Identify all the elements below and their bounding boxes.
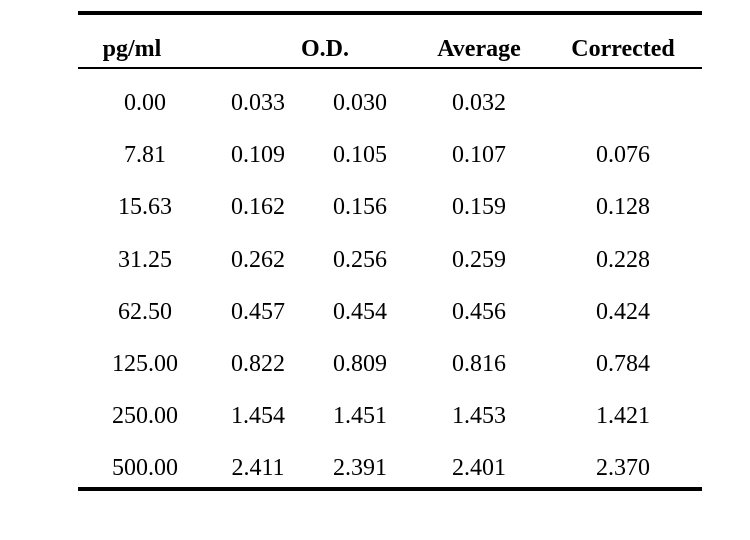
table-row: 0.00 0.033 0.030 0.032 <box>0 86 750 138</box>
cell-average: 1.453 <box>452 403 506 430</box>
cell-od-1: 0.162 <box>231 194 285 221</box>
cell-average: 0.816 <box>452 350 506 377</box>
table-row: 500.00 2.411 2.391 2.401 2.370 <box>0 451 750 503</box>
cell-average: 0.107 <box>452 142 506 169</box>
cell-corrected: 2.370 <box>596 455 650 482</box>
table-body: 0.00 0.033 0.030 0.032 7.81 0.109 0.105 … <box>0 86 750 504</box>
cell-concentration: 15.63 <box>118 194 172 221</box>
cell-od-1: 1.454 <box>231 403 285 430</box>
cell-od-2: 0.454 <box>333 298 387 325</box>
cell-od-1: 0.822 <box>231 350 285 377</box>
cell-concentration: 500.00 <box>112 455 178 482</box>
header-od: O.D. <box>301 36 349 62</box>
cell-od-1: 2.411 <box>231 455 285 482</box>
cell-average: 2.401 <box>452 455 506 482</box>
cell-concentration: 31.25 <box>118 246 172 273</box>
cell-concentration: 0.00 <box>124 90 166 116</box>
cell-corrected: 0.784 <box>596 350 650 377</box>
cell-average: 0.159 <box>452 194 506 221</box>
cell-od-2: 0.156 <box>333 194 387 221</box>
cell-od-2: 0.030 <box>333 90 387 116</box>
cell-corrected: 0.228 <box>596 246 650 273</box>
cell-od-1: 0.457 <box>231 298 285 325</box>
cell-od-1: 0.109 <box>231 142 285 169</box>
cell-concentration: 7.81 <box>124 142 166 169</box>
cell-od-2: 0.105 <box>333 142 387 169</box>
cell-concentration: 250.00 <box>112 403 178 430</box>
cell-concentration: 125.00 <box>112 350 178 377</box>
cell-average: 0.032 <box>452 90 506 116</box>
cell-od-1: 0.033 <box>231 90 285 116</box>
table-header-rule <box>78 67 702 69</box>
header-average: Average <box>437 36 521 62</box>
cell-od-2: 2.391 <box>333 455 387 482</box>
table-row: 250.00 1.454 1.451 1.453 1.421 <box>0 399 750 451</box>
cell-concentration: 62.50 <box>118 298 172 325</box>
cell-average: 0.456 <box>452 298 506 325</box>
cell-od-2: 1.451 <box>333 403 387 430</box>
cell-od-2: 0.809 <box>333 350 387 377</box>
table-header-row: pg/ml O.D. Average Corrected <box>0 33 750 65</box>
cell-od-2: 0.256 <box>333 246 387 273</box>
cell-corrected: 1.421 <box>596 403 650 430</box>
table-row: 7.81 0.109 0.105 0.107 0.076 <box>0 138 750 190</box>
cell-od-1: 0.262 <box>231 246 285 273</box>
table-bottom-rule <box>78 487 702 491</box>
cell-corrected: 0.076 <box>596 142 650 169</box>
table-row: 15.63 0.162 0.156 0.159 0.128 <box>0 190 750 242</box>
header-concentration: pg/ml <box>102 36 162 62</box>
cell-average: 0.259 <box>452 246 506 273</box>
table-top-rule <box>78 11 702 15</box>
table-row: 31.25 0.262 0.256 0.259 0.228 <box>0 243 750 295</box>
table-row: 62.50 0.457 0.454 0.456 0.424 <box>0 295 750 347</box>
cell-corrected: 0.424 <box>596 298 650 325</box>
cell-corrected: 0.128 <box>596 194 650 221</box>
table-row: 125.00 0.822 0.809 0.816 0.784 <box>0 347 750 399</box>
header-corrected: Corrected <box>571 36 675 62</box>
